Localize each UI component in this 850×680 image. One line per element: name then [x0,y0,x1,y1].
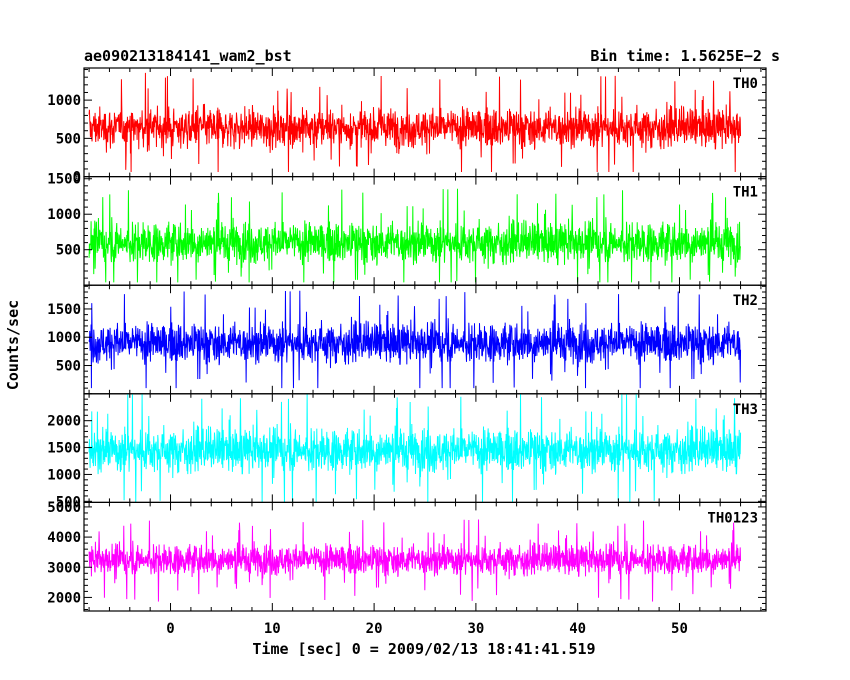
panel-label-th0: TH0 [733,76,758,92]
panel-th3: 500 1000 1500 2000 TH3 [47,393,767,510]
y-tick-label: 1000 [47,467,81,483]
x-tick-label: 30 [467,621,484,637]
y-tick-label: 0 [73,170,81,186]
x-tick-label: 40 [569,621,586,637]
panel-th2: 500 1000 1500 TH2 [47,284,767,395]
panel-th0123: 2000 3000 4000 5000 TH0123 [47,500,767,612]
x-tick-label: 0 [166,621,174,637]
series-th0-line [88,72,742,173]
panel-label-th0123: TH0123 [707,510,758,526]
series-th2-line [88,290,742,389]
y-tick-label: 500 [56,494,81,510]
y-tick-label: 1000 [47,207,81,223]
x-tick-label: 20 [366,621,383,637]
x-tick-label: 10 [264,621,281,637]
x-axis-label: Time [sec] 0 = 2009/02/13 18:41:41.519 [252,640,595,658]
y-tick-label: 1500 [47,302,81,318]
y-tick-label: 5000 [47,500,81,516]
panels-group: 05001000TH050010001500TH150010001500TH25… [47,67,767,637]
panel-frame [83,176,767,286]
y-tick-label: 1000 [47,330,81,346]
panel-th1: 500 1000 1500 TH1 [47,172,767,286]
plot-title: ae090213184141_wam2_bst [84,47,292,65]
panel-frame [83,501,767,612]
x-tick-label: 50 [671,621,688,637]
y-tick-label: 3000 [47,560,81,576]
bin-time-label: Bin time: 1.5625E−2 s [590,47,780,65]
series-th0123-line [88,519,742,602]
y-tick-label: 500 [56,359,81,375]
y-tick-label: 500 [56,131,81,147]
panel-label-th3: TH3 [733,402,758,418]
y-tick-label: 1500 [47,172,81,188]
panel-th0: 0 500 1000 TH0 [47,67,767,186]
y-tick-label: 1000 [47,93,81,109]
series-th3-line [88,393,742,503]
y-tick-label: 2000 [47,414,81,430]
y-tick-label: 4000 [47,530,81,546]
y-tick-label: 500 [56,243,81,259]
panel-label-th2: TH2 [733,293,758,309]
y-axis-label: Counts/sec [4,300,22,390]
y-tick-label: 2000 [47,590,81,606]
y-tick-label: 1500 [47,441,81,457]
panel-label-th1: TH1 [733,185,758,201]
series-th1-line [88,188,742,283]
